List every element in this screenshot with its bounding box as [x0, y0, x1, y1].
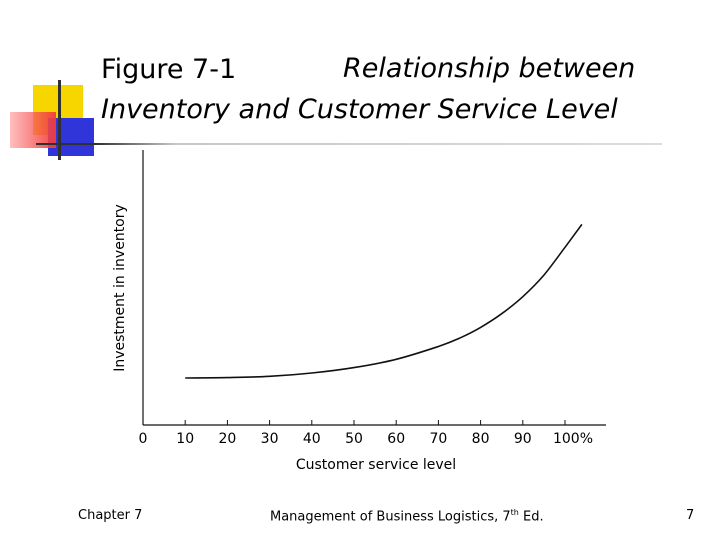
title-line-2: Inventory and Customer Service Level: [101, 94, 618, 125]
x-tick-label-40: 40: [303, 431, 321, 447]
x-tick-labels: 0 10 20 30 40 50 60 70 80 90 100%: [139, 420, 593, 447]
decorative-red-square: [10, 112, 56, 148]
footer-book-sup: th: [510, 508, 519, 517]
inventory-curve: [185, 223, 583, 379]
x-tick-label-80: 80: [472, 431, 490, 447]
page-number: 7: [686, 508, 695, 523]
x-tick-label-0: 0: [139, 431, 148, 447]
footer-chapter: Chapter 7: [78, 508, 143, 523]
footer-book-title: Management of Business Logistics, 7th Ed…: [270, 508, 544, 524]
x-tick-label-90: 90: [514, 431, 532, 447]
x-tick-label-70: 70: [429, 431, 447, 447]
x-tick-label-50: 50: [345, 431, 363, 447]
x-tick-label-20: 20: [218, 431, 236, 447]
title-line-1: Relationship between: [343, 53, 636, 84]
decorative-vertical-line: [58, 80, 61, 160]
footer-book-main: Management of Business Logistics, 7: [270, 509, 511, 525]
x-tick-label-60: 60: [387, 431, 405, 447]
chart-axes: [142, 150, 606, 426]
footer-book-end: Ed.: [518, 509, 544, 525]
x-tick-label-10: 10: [176, 431, 194, 447]
x-axis-label: Customer service level: [296, 457, 456, 473]
title-underline: [36, 143, 662, 145]
y-axis-label: Investment in inventory: [112, 204, 128, 372]
x-tick-label-30: 30: [261, 431, 279, 447]
figure-number: Figure 7-1: [101, 54, 237, 85]
x-tick-label-100: 100%: [553, 431, 593, 447]
